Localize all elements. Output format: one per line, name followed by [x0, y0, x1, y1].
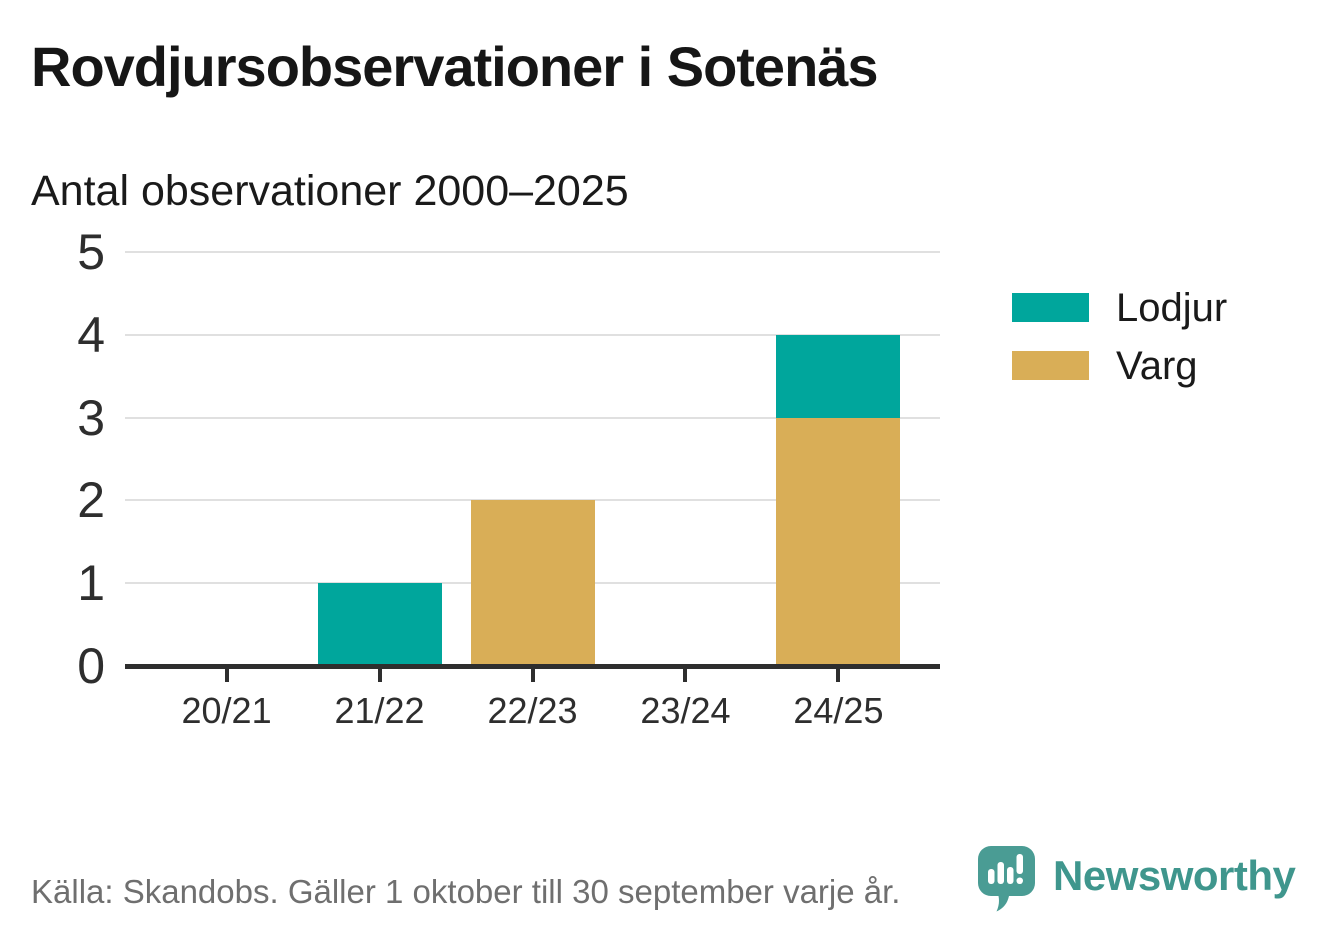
- bar-varg-22-23: [470, 500, 595, 666]
- x-tick-label-24-25: 24/25: [793, 690, 884, 731]
- legend-swatch-lodjur: [1012, 293, 1089, 322]
- x-tick-21-22: [377, 668, 382, 682]
- y-tick-label-3: 3: [77, 389, 105, 446]
- bar-lodjur-24-25: [776, 334, 901, 418]
- y-tick-label-5: 5: [77, 224, 105, 280]
- legend: Lodjur Varg: [1012, 288, 1227, 409]
- legend-item-varg: Varg: [1012, 346, 1227, 386]
- x-tick-label-21-22: 21/22: [334, 690, 425, 731]
- y-tick-label-1: 1: [77, 555, 105, 612]
- y-tick-label-2: 2: [77, 472, 105, 529]
- y-tick-label-0: 0: [77, 638, 105, 694]
- gridline-y-4: [125, 333, 940, 336]
- newsworthy-brand: Newsworthy: [978, 846, 1296, 912]
- x-tick-22-23: [530, 668, 535, 682]
- gridline-y-3: [125, 416, 940, 419]
- newsworthy-wordmark: Newsworthy: [1053, 852, 1296, 899]
- legend-label-lodjur: Lodjur: [1116, 285, 1228, 330]
- chart-subtitle: Antal observationer 2000–2025: [31, 167, 629, 215]
- plot-area: 0 1 2 3 4 5 20/21 21/22 22/23 23/24 24/25: [77, 227, 940, 731]
- legend-item-lodjur: Lodjur: [1012, 288, 1227, 328]
- x-tick-label-23-24: 23/24: [640, 690, 731, 731]
- x-tick-24-25: [836, 668, 841, 682]
- gridline-y-5: [125, 251, 940, 253]
- bar-varg-24-25: [776, 417, 901, 666]
- x-axis-baseline: [125, 663, 940, 669]
- newsworthy-logo-icon: [978, 846, 1035, 912]
- bar-lodjur-21-22: [317, 583, 442, 666]
- x-tick-23-24: [683, 668, 688, 682]
- x-tick-label-22-23: 22/23: [487, 690, 578, 731]
- y-tick-label-4: 4: [77, 306, 105, 363]
- x-tick-20-21: [224, 668, 229, 682]
- x-tick-label-20-21: 20/21: [181, 690, 272, 731]
- legend-swatch-varg: [1012, 351, 1089, 380]
- chart-title: Rovdjursobservationer i Sotenäs: [31, 35, 879, 98]
- source-text: Källa: Skandobs. Gäller 1 oktober till 3…: [31, 873, 901, 910]
- legend-label-varg: Varg: [1116, 343, 1198, 388]
